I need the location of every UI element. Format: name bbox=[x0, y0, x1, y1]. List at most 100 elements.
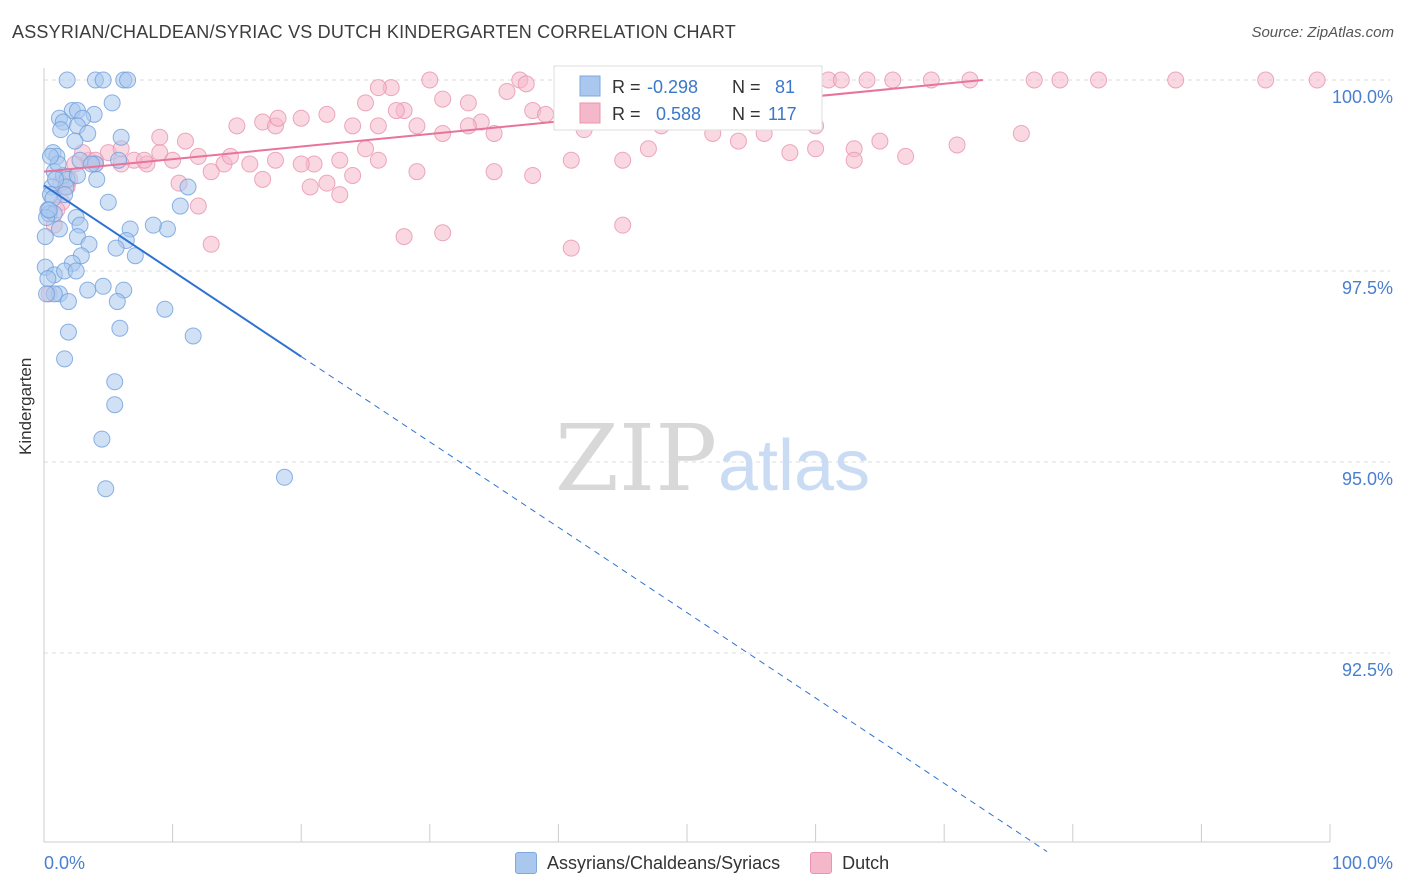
stats-legend-box: R = -0.298 N = 81 R = 0.588 N = 117 bbox=[553, 65, 823, 131]
dutch-point bbox=[135, 151, 153, 169]
assyrian-point bbox=[94, 277, 112, 295]
dutch-point bbox=[517, 75, 535, 93]
dutch-point bbox=[614, 151, 632, 169]
assyrian-point bbox=[59, 323, 77, 341]
assyrian-point bbox=[107, 239, 125, 257]
dutch-point bbox=[241, 155, 259, 173]
assyrian-point bbox=[41, 147, 59, 165]
assyrian-point bbox=[158, 220, 176, 238]
dutch-point bbox=[807, 140, 825, 158]
assyrian-point bbox=[52, 121, 70, 139]
assyrian-point bbox=[93, 430, 111, 448]
dutch-point bbox=[1051, 71, 1069, 89]
dutch-point bbox=[1012, 124, 1030, 142]
y-tick-label: 95.0% bbox=[1342, 469, 1393, 489]
tick-labels: 100.0% 97.5% 95.0% 92.5% 0.0% 100.0% bbox=[44, 87, 1393, 873]
dutch-point bbox=[948, 136, 966, 154]
dutch-point bbox=[729, 132, 747, 150]
dutch-point bbox=[408, 163, 426, 181]
blue-n-label: N = bbox=[732, 77, 761, 97]
blue-r-value: -0.298 bbox=[647, 77, 698, 97]
dutch-point bbox=[344, 117, 362, 135]
assyrian-point bbox=[126, 247, 144, 265]
dutch-point bbox=[387, 102, 405, 120]
trend-lines bbox=[43, 79, 1048, 853]
assyrian-trend-line bbox=[43, 184, 302, 358]
assyrian-point bbox=[97, 480, 115, 498]
dutch-point bbox=[331, 151, 349, 169]
dutch-point bbox=[884, 71, 902, 89]
assyrian-point bbox=[108, 293, 126, 311]
dutch-point bbox=[1025, 71, 1043, 89]
dutch-point bbox=[781, 144, 799, 162]
assyrian-point bbox=[103, 94, 121, 112]
assyrian-point bbox=[36, 228, 54, 246]
dutch-point bbox=[871, 132, 889, 150]
pink-n-value: 117 bbox=[768, 104, 797, 124]
assyrian-point bbox=[66, 132, 84, 150]
dutch-point bbox=[202, 163, 220, 181]
dutch-point bbox=[369, 117, 387, 135]
dutch-point bbox=[434, 90, 452, 108]
assyrian-point bbox=[179, 178, 197, 196]
dutch-point bbox=[498, 82, 516, 100]
dutch-point bbox=[369, 79, 387, 97]
assyrian-point bbox=[171, 197, 189, 215]
dutch-point bbox=[1167, 71, 1185, 89]
dutch-point bbox=[151, 144, 169, 162]
blue-n-value: 81 bbox=[775, 77, 795, 97]
y-tick-label: 100.0% bbox=[1332, 87, 1393, 107]
dutch-point bbox=[485, 124, 503, 142]
assyrian-point bbox=[99, 193, 117, 211]
assyrian-point bbox=[40, 201, 58, 219]
dutch-point bbox=[269, 109, 287, 127]
dutch-point bbox=[562, 239, 580, 257]
assyrian-point bbox=[111, 319, 129, 337]
dutch-point bbox=[318, 174, 336, 192]
axes bbox=[43, 68, 1331, 843]
pink-n-label: N = bbox=[732, 104, 761, 124]
y-tick-label: 92.5% bbox=[1342, 660, 1393, 680]
assyrian-point bbox=[112, 128, 130, 146]
chart-title: ASSYRIAN/CHALDEAN/SYRIAC VS DUTCH KINDER… bbox=[12, 22, 736, 42]
assyrian-point bbox=[88, 170, 106, 188]
dutch-point bbox=[459, 94, 477, 112]
legend-item-dutch[interactable]: Dutch bbox=[810, 852, 889, 874]
dutch-point bbox=[639, 140, 657, 158]
assyrian-point bbox=[38, 285, 56, 303]
assyrian-point bbox=[79, 281, 97, 299]
dutch-point bbox=[228, 117, 246, 135]
legend-swatch-pink bbox=[810, 852, 833, 874]
dutch-point bbox=[614, 216, 632, 234]
legend-label-dutch: Dutch bbox=[842, 852, 890, 873]
dutch-point bbox=[151, 128, 169, 146]
assyrian-point bbox=[106, 396, 124, 414]
dutch-point bbox=[202, 235, 220, 253]
dutch-point bbox=[318, 105, 336, 123]
dutch-point bbox=[344, 167, 362, 184]
dutch-point bbox=[524, 167, 542, 184]
dutch-point bbox=[189, 197, 207, 215]
assyrian-point bbox=[79, 124, 97, 142]
x-tick-label: 0.0% bbox=[44, 853, 85, 873]
assyrian-point bbox=[106, 373, 124, 391]
dutch-point bbox=[357, 140, 374, 158]
dutch-point bbox=[897, 147, 915, 165]
pink-r-value: 0.588 bbox=[656, 104, 701, 124]
watermark: ZIP atlas bbox=[555, 405, 870, 512]
legend-item-assyrian[interactable]: Assyrians/Chaldeans/Syriacs bbox=[515, 852, 780, 874]
dutch-point bbox=[301, 178, 319, 196]
watermark-zip: ZIP bbox=[555, 405, 717, 512]
dutch-point bbox=[1090, 71, 1108, 89]
assyrian-point bbox=[275, 468, 293, 486]
pink-r-label: R = bbox=[612, 104, 641, 124]
dutch-point bbox=[357, 94, 374, 112]
dutch-point bbox=[292, 109, 310, 127]
dutch-trend-line bbox=[43, 79, 983, 173]
dutch-point bbox=[266, 151, 284, 169]
assyrian-point bbox=[184, 327, 202, 345]
assyrian-point bbox=[47, 170, 65, 188]
dutch-point bbox=[254, 170, 272, 188]
legend-swatch-blue bbox=[515, 852, 537, 874]
